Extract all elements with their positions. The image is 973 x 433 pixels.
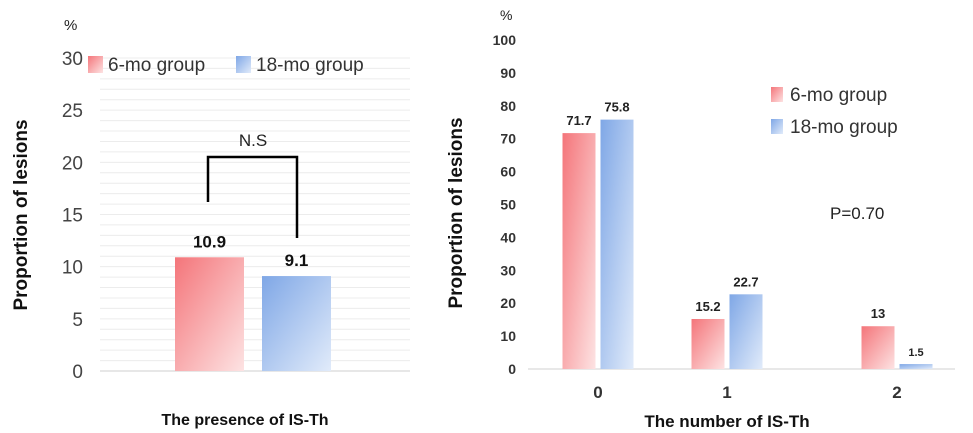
significance-label: N.S [239,131,267,150]
bar [729,294,763,369]
bar-value-label: 15.2 [695,299,720,314]
y-tick-label: 5 [72,310,83,331]
bar [691,318,725,369]
y-tick-labels: 0 5 10 15 20 25 30 [62,49,83,383]
x-tick-label: 2 [892,383,901,402]
x-tick-label: 0 [593,383,602,402]
y-tick-label: 80 [500,98,516,114]
p-value-label: P=0.70 [830,204,884,223]
bar [899,364,933,369]
x-axis-title: The presence of IS-Th [161,412,328,429]
bar-value-label: 1.5 [908,347,923,359]
y-tick-label: 20 [500,295,516,311]
y-axis-title: Proportion of lesions [446,117,467,308]
legend: 6-mo group 18-mo group [88,55,364,76]
bar-value-label: 13 [871,306,885,321]
bar [600,119,634,369]
y-tick-label: 20 [62,153,83,174]
y-tick-label: 0 [508,361,516,377]
y-tick-label: 30 [62,49,83,70]
legend-label-6mo: 6-mo group [790,85,887,106]
y-unit-label: % [64,17,77,34]
bars: 71.7 15.2 13 75.8 22.7 1.5 [562,100,933,369]
x-tick-labels: 0 1 2 [593,383,901,402]
legend-swatch-6mo [88,56,103,73]
y-tick-label: 30 [500,262,516,278]
bar-value-label: 22.7 [733,274,758,289]
bar-value-label-6mo: 10.9 [193,232,226,251]
y-tick-label: 50 [500,197,516,213]
y-tick-label: 70 [500,131,516,147]
y-unit-label: % [500,7,512,23]
y-tick-label: 10 [62,258,83,279]
legend-swatch-18mo [771,119,783,134]
bar [562,133,596,369]
y-tick-label: 0 [72,362,83,383]
legend-label-18mo: 18-mo group [790,117,898,138]
x-axis-title: The number of IS-Th [644,412,809,431]
bar-6mo [175,257,244,371]
gridlines [100,57,410,372]
y-tick-label: 40 [500,229,516,245]
legend-swatch-18mo [236,56,251,73]
legend-swatch-6mo [771,87,783,102]
x-tick-label: 1 [722,383,731,402]
bar-18mo [262,276,331,371]
chart-presence: % 0 5 10 15 20 25 30 Proportion of lesions 6-m… [11,17,410,429]
bar-value-label-18mo: 9.1 [285,251,309,270]
y-tick-label: 15 [62,206,83,227]
y-tick-labels: 0 10 20 30 40 50 60 70 80 90 100 [493,32,517,377]
y-tick-label: 90 [500,65,516,81]
legend-label-6mo: 6-mo group [108,55,205,76]
legend: 6-mo group 18-mo group [771,85,898,138]
y-axis-title: Proportion of lesions [11,119,32,310]
bar [861,326,895,369]
bar-value-label: 75.8 [604,100,629,115]
y-tick-label: 25 [62,101,83,122]
y-tick-label: 60 [500,164,516,180]
legend-label-18mo: 18-mo group [256,55,364,76]
y-tick-label: 10 [500,328,516,344]
significance-bracket [206,155,299,238]
y-tick-label: 100 [493,32,517,48]
bar-value-label: 71.7 [566,113,591,128]
